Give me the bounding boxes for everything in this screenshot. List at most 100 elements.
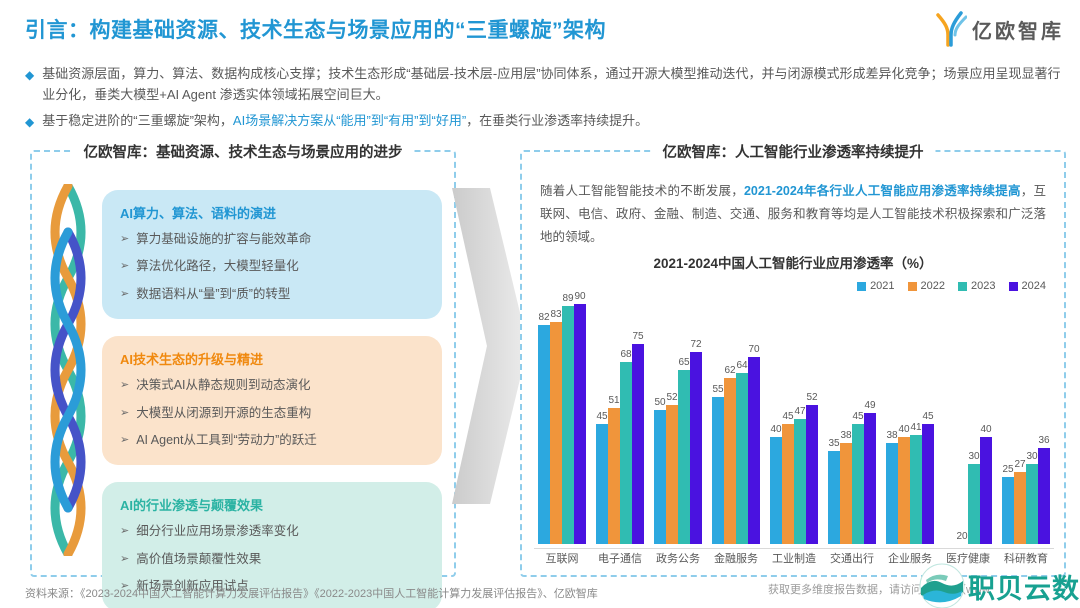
chart-bar xyxy=(1038,448,1050,544)
bar-slot: 38 xyxy=(886,291,898,544)
bar-value-label: 30 xyxy=(1026,451,1038,462)
bar-slot: 50 xyxy=(654,291,666,544)
legend-label: 2023 xyxy=(971,280,996,292)
chart-bar xyxy=(840,443,852,544)
transition-arrow-icon xyxy=(452,188,528,504)
bar-slot: 40 xyxy=(980,291,992,544)
bar-slot: 89 xyxy=(562,291,574,544)
info-box-item: ➢ 算法优化路径，大模型轻量化 xyxy=(120,257,424,276)
info-box-item-text: 新场景创新应用试点 xyxy=(136,579,249,593)
info-box-item-text: 高价值场景颠覆性效果 xyxy=(136,551,262,566)
chart-title: 2021-2024中国人工智能行业应用渗透率（%） xyxy=(653,256,933,271)
bar-slot: 40 xyxy=(770,291,782,544)
bar-slot: 82 xyxy=(538,291,550,544)
intro-highlight: 2021-2024年各行业人工智能应用渗透率持续提高 xyxy=(743,184,1021,198)
info-box-item-text: 细分行业应用场景渗透率变化 xyxy=(136,524,299,539)
bar-slot: 70 xyxy=(748,291,760,544)
info-box-item-text: 大模型从闭源到开源的生态重构 xyxy=(136,405,312,420)
bar-value-label: 52 xyxy=(806,392,818,403)
chart-bar xyxy=(724,378,736,544)
chart-bar xyxy=(712,397,724,544)
chart-bar xyxy=(690,352,702,544)
bar-value-label: 83 xyxy=(550,309,562,320)
legend-label: 2021 xyxy=(870,280,895,292)
bar-value-label: 38 xyxy=(840,430,852,441)
bar-value-label: 68 xyxy=(620,349,632,360)
bar-value-label: 49 xyxy=(864,400,876,411)
category-label: 工业制造 xyxy=(772,553,816,565)
chart-bar xyxy=(770,437,782,544)
yiou-logo-text: 亿欧智库 xyxy=(972,20,1064,43)
bar-value-label: 51 xyxy=(608,395,620,406)
info-box-item: ➢ 新场景创新应用试点 xyxy=(120,577,424,596)
bar-slot: 52 xyxy=(806,291,818,544)
chart-bar xyxy=(574,304,586,544)
bar-slot: 55 xyxy=(712,291,724,544)
category-label: 企业服务 xyxy=(888,553,932,565)
chart-bar xyxy=(538,325,550,544)
bar-slot: 72 xyxy=(690,291,702,544)
bar-slot: 45 xyxy=(852,291,864,544)
bar-value-label: 75 xyxy=(632,331,644,342)
bar-group: 82 83 89 90 互联网 xyxy=(538,291,586,567)
legend-item: 2022 xyxy=(907,280,946,292)
bar-slot: 35 xyxy=(828,291,840,544)
bar-value-label: 41 xyxy=(910,422,922,433)
bar-value-label: 45 xyxy=(922,411,934,422)
info-box-item: ➢ 数据语料从“量”到“质”的转型 xyxy=(120,285,424,304)
bar-value-label: 45 xyxy=(596,411,608,422)
bullet-2-highlight: AI场景解决方案从“能用”到“有用”到“好用” xyxy=(232,112,467,128)
bar-slot: 64 xyxy=(736,291,748,544)
chart-bar xyxy=(980,437,992,544)
legend-swatch xyxy=(907,281,917,291)
legend-label: 2022 xyxy=(920,280,946,292)
bar-group: 35 38 45 49 交通出行 xyxy=(828,291,876,567)
left-panel: 亿欧智库：基础资源、技术生态与场景应用的进步 AI算力、算法、语料的演进 ➢ 算力基… xyxy=(30,141,456,608)
chart-bar xyxy=(828,451,840,544)
bar-group: 55 62 64 70 金融服务 xyxy=(712,291,760,567)
chart-bar xyxy=(806,405,818,544)
bar-slot: 83 xyxy=(550,291,562,544)
bar-value-label: 50 xyxy=(654,397,666,408)
bar-group: 20 30 40 医疗健康 xyxy=(944,291,992,567)
bar-slot: 30 xyxy=(1026,291,1038,544)
chart-bar xyxy=(748,357,760,544)
chart-bar xyxy=(666,405,678,544)
right-panel: 亿欧智库：人工智能行业渗透率持续提升 随着人工智能智能技术的不断发展，2021-… xyxy=(520,141,1066,577)
bar-slot: 27 xyxy=(1014,291,1026,544)
info-box-item: ➢ 大模型从闭源到开源的生态重构 xyxy=(120,404,424,423)
legend-swatch xyxy=(1008,281,1018,291)
bar-slot: 51 xyxy=(608,291,620,544)
bar-slot: 20 xyxy=(956,291,968,544)
yiou-logo-icon xyxy=(936,11,967,47)
dna-helix-illustration xyxy=(50,184,86,556)
chart-bar xyxy=(620,362,632,544)
chart-bar xyxy=(910,435,922,544)
info-box: AI技术生态的升级与精进 ➢ 决策式AI从静态规则到动态演化 ➢ 大模型从闭源到开源的生… xyxy=(102,336,442,466)
chart-bar xyxy=(1014,472,1026,544)
bar-value-label: 62 xyxy=(724,365,736,376)
bar-value-label: 47 xyxy=(794,406,806,417)
chart-legend: 2021 2022 2023 2024 xyxy=(857,280,1046,292)
chart-bar xyxy=(782,424,794,544)
chart-bar xyxy=(1026,464,1038,544)
zhibei-logo: 职贝云数 xyxy=(918,562,1080,608)
info-box-item: ➢ AI Agent从工具到“劳动力”的跃迁 xyxy=(120,431,424,450)
bar-value-label: 65 xyxy=(678,357,690,368)
diamond-bullet-icon: ◆ xyxy=(25,114,35,129)
arrow-bullet-icon: ➢ xyxy=(120,525,130,538)
info-box-item: ➢ 决策式AI从静态规则到动态演化 xyxy=(120,376,424,395)
bar-group: 38 40 41 45 企业服务 xyxy=(886,291,934,567)
chart-bar xyxy=(886,443,898,544)
info-box-item-text: 数据语料从“量”到“质”的转型 xyxy=(136,286,291,301)
bar-value-label: 89 xyxy=(562,293,574,304)
info-box-item-text: 算力基础设施的扩容与能效革命 xyxy=(136,232,312,246)
chart-bar xyxy=(968,464,980,544)
bar-value-label: 20 xyxy=(956,531,968,542)
bar-slot: 30 xyxy=(968,291,980,544)
zhibei-logo-icon xyxy=(919,563,965,608)
chart-bar xyxy=(596,424,608,544)
info-boxes: AI算力、算法、语料的演进 ➢ 算力基础设施的扩容与能效革命 ➢ 算法优化路径，大模型轻… xyxy=(102,190,442,608)
yiou-logo: 亿欧智库 xyxy=(933,10,1064,48)
category-label: 交通出行 xyxy=(830,553,874,565)
